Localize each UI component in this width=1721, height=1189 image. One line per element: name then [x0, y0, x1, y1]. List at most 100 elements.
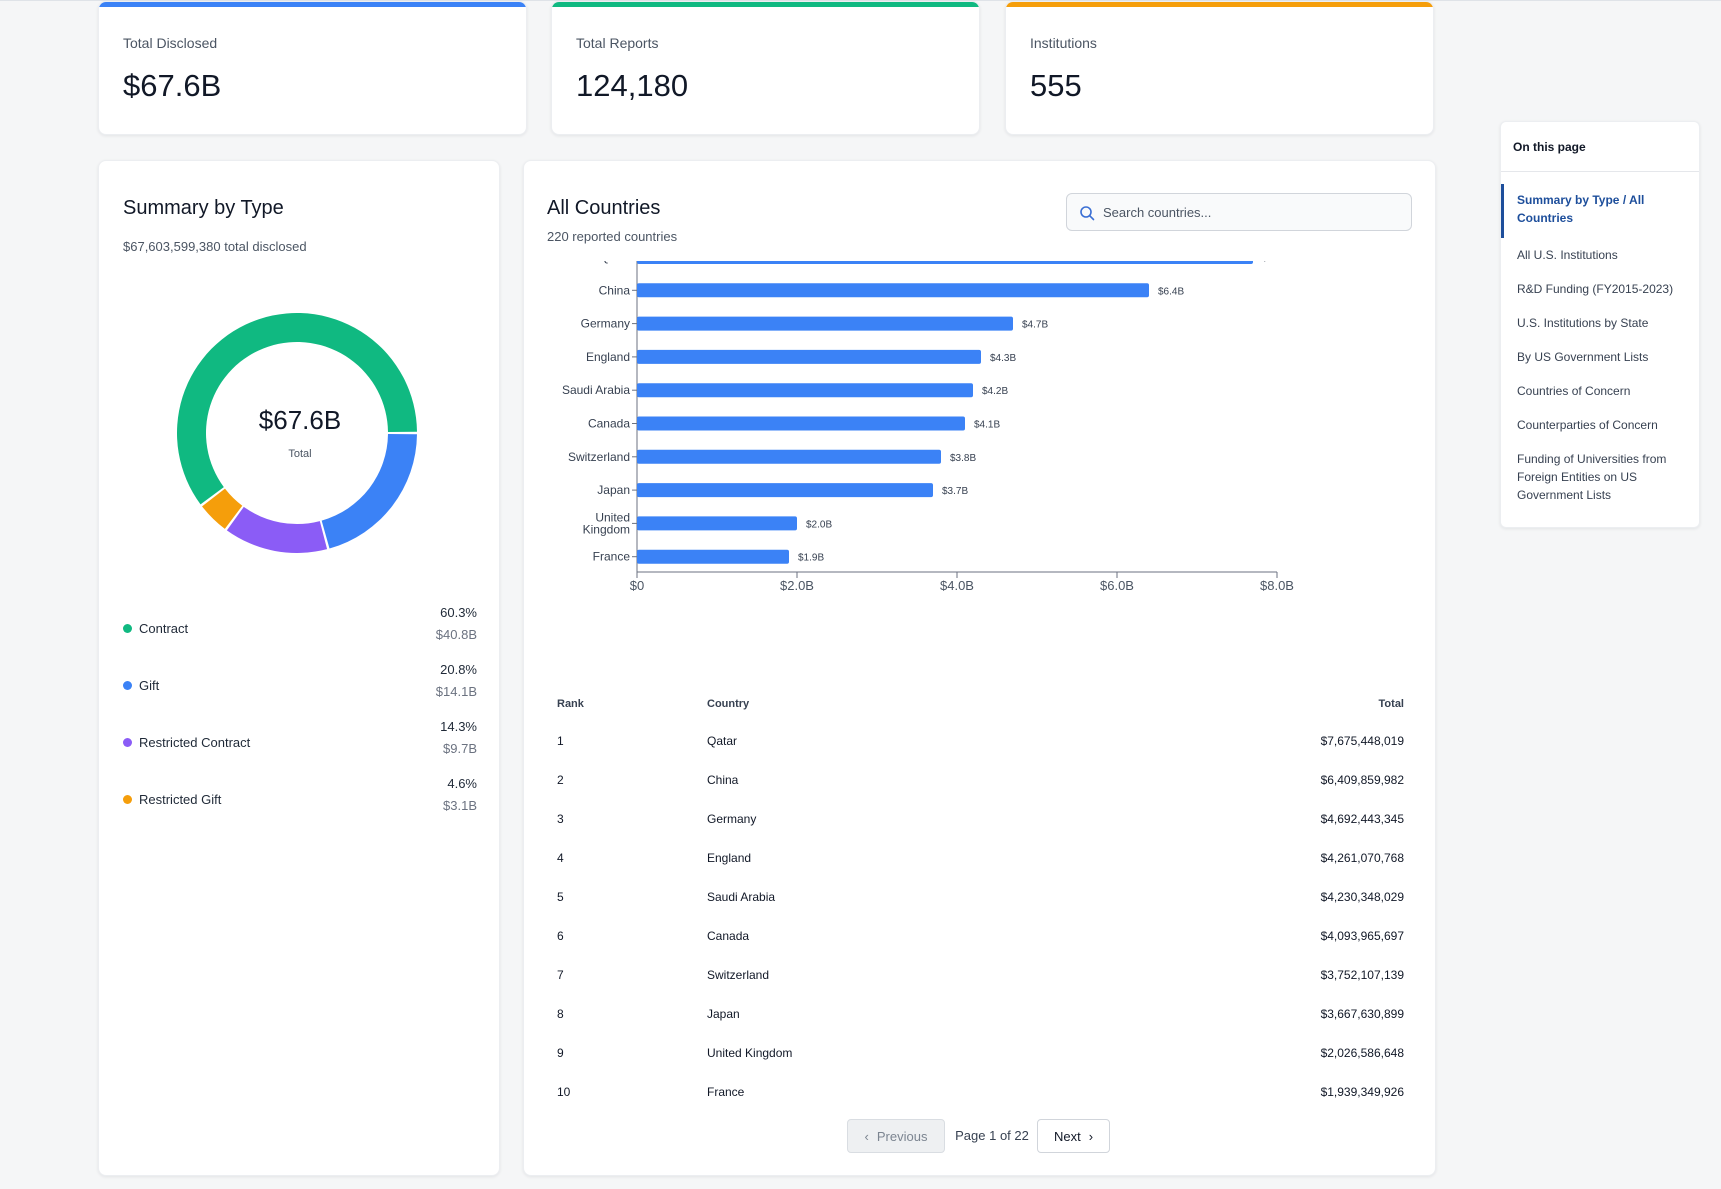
- type-donut-chart: [177, 313, 417, 553]
- toc-title: On this page: [1513, 140, 1586, 154]
- donut-slice-gift[interactable]: [321, 433, 417, 549]
- stat-label: Institutions: [1030, 35, 1097, 51]
- legend-percent: 20.8%: [440, 662, 477, 677]
- legend-name: Gift: [139, 678, 160, 693]
- legend-item-contract[interactable]: Contract 60.3% $40.8B: [123, 605, 477, 651]
- cell-rank: 8: [557, 1006, 564, 1021]
- donut-slice-restricted-gift[interactable]: [202, 488, 243, 529]
- toc-item-government-lists[interactable]: By US Government Lists: [1517, 350, 1649, 364]
- bar-value-label: $3.7B: [942, 486, 968, 497]
- cell-total: $1,939,349,926: [1320, 1084, 1404, 1099]
- chevron-right-icon: ›: [1088, 1128, 1094, 1144]
- cell-country: Switzerland: [707, 967, 770, 982]
- bar-france: [637, 549, 789, 564]
- col-total-header[interactable]: Total: [1378, 698, 1404, 710]
- category-label: United: [595, 510, 630, 524]
- bar-japan: [637, 483, 933, 498]
- cell-rank: 5: [557, 889, 564, 904]
- stat-card-institutions: Institutions 555: [1005, 1, 1434, 135]
- category-label: France: [593, 550, 631, 564]
- table-row[interactable]: 8 Japan $3,667,630,899: [547, 994, 1414, 1033]
- country-search[interactable]: [1066, 193, 1412, 231]
- cell-total: $4,692,443,345: [1320, 811, 1404, 826]
- previous-button[interactable]: ‹ Previous: [847, 1119, 945, 1153]
- cell-country: Germany: [707, 811, 757, 826]
- table-row[interactable]: 5 Saudi Arabia $4,230,348,029: [547, 877, 1414, 916]
- cell-rank: 3: [557, 811, 564, 826]
- cell-country: France: [707, 1084, 745, 1099]
- table-row[interactable]: 7 Switzerland $3,752,107,139: [547, 955, 1414, 994]
- bar-value-label: $1.9B: [798, 553, 824, 564]
- bar-value-label: $4.2B: [982, 386, 1008, 397]
- toc-item-summary-by-type[interactable]: Summary by Type / All Countries: [1517, 193, 1645, 225]
- col-country-header[interactable]: Country: [707, 698, 750, 710]
- table-row[interactable]: 3 Germany $4,692,443,345: [547, 799, 1414, 838]
- category-label: Kingdom: [583, 522, 630, 536]
- x-tick-label: $0: [630, 578, 644, 593]
- cell-rank: 6: [557, 928, 564, 943]
- legend-item-restricted-gift[interactable]: Restricted Gift 4.6% $3.1B: [123, 776, 477, 822]
- table-row[interactable]: 1 Qatar $7,675,448,019: [547, 721, 1414, 760]
- legend-name: Restricted Contract: [139, 735, 251, 750]
- countries-title: All Countries: [547, 197, 661, 219]
- bar-value-label: $7.7B: [1262, 261, 1288, 264]
- x-tick-label: $4.0B: [940, 578, 974, 593]
- next-label: Next: [1053, 1128, 1081, 1144]
- toc-item-institutions-by-state[interactable]: U.S. Institutions by State: [1517, 316, 1649, 330]
- countries-bar-chart: $7.7B Qatar $6.4B China $4.7B Germany $4.3B Eng…: [562, 261, 1294, 593]
- legend-item-gift[interactable]: Gift 20.8% $14.1B: [123, 662, 477, 708]
- table-row[interactable]: 10 France $1,939,349,926: [547, 1072, 1414, 1111]
- legend-amount: $9.7B: [443, 741, 477, 756]
- next-button[interactable]: Next ›: [1037, 1119, 1110, 1153]
- category-label: Japan: [597, 483, 630, 497]
- table-row[interactable]: 6 Canada $4,093,965,697: [547, 916, 1414, 955]
- legend-name: Restricted Gift: [139, 792, 222, 807]
- stat-card-total-reports: Total Reports 124,180: [551, 1, 980, 135]
- bar-china: [637, 283, 1149, 298]
- search-icon: [1080, 206, 1095, 221]
- cell-rank: 7: [557, 967, 564, 982]
- category-label: China: [599, 283, 631, 297]
- bar-value-label: $3.8B: [950, 453, 976, 464]
- category-label: Switzerland: [568, 450, 630, 464]
- stat-card-total-disclosed: Total Disclosed $67.6B: [98, 1, 527, 135]
- category-label: England: [586, 350, 630, 364]
- cell-country: Canada: [707, 928, 750, 943]
- bar-canada: [637, 416, 965, 431]
- toc-item-counterparties-of-concern[interactable]: Counterparties of Concern: [1517, 418, 1658, 432]
- category-label: Qatar: [600, 261, 630, 264]
- search-input[interactable]: [1103, 194, 1403, 230]
- toc-item-all-us-institutions[interactable]: All U.S. Institutions: [1517, 248, 1618, 262]
- cell-total: $2,026,586,648: [1320, 1045, 1404, 1060]
- stat-accent-bar: [1006, 2, 1433, 7]
- cell-country: Qatar: [707, 733, 738, 748]
- chevron-left-icon: ‹: [864, 1128, 869, 1144]
- cell-rank: 2: [557, 772, 564, 787]
- cell-country: China: [707, 772, 739, 787]
- cell-country: Japan: [707, 1006, 740, 1021]
- cell-total: $3,667,630,899: [1320, 1006, 1404, 1021]
- col-rank-header[interactable]: Rank: [557, 698, 584, 710]
- table-row[interactable]: 2 China $6,409,859,982: [547, 760, 1414, 799]
- table-row[interactable]: 9 United Kingdom $2,026,586,648: [547, 1033, 1414, 1072]
- bar-value-label: $4.7B: [1022, 320, 1048, 331]
- cell-rank: 1: [557, 733, 564, 748]
- legend-item-restricted-contract[interactable]: Restricted Contract 14.3% $9.7B: [123, 719, 477, 765]
- bar-value-label: $4.3B: [990, 353, 1016, 364]
- x-tick-label: $8.0B: [1260, 578, 1294, 593]
- toc-item-countries-of-concern[interactable]: Countries of Concern: [1517, 384, 1631, 398]
- summary-subtitle: $67,603,599,380 total disclosed: [123, 239, 307, 254]
- donut-slice-restricted-contract[interactable]: [226, 506, 328, 553]
- table-row[interactable]: 4 England $4,261,070,768: [547, 838, 1414, 877]
- on-this-page-nav: On this page Summary by Type / All Count…: [1500, 121, 1700, 528]
- toc-item-rd-funding[interactable]: R&D Funding (FY2015-2023): [1517, 282, 1674, 296]
- legend-amount: $40.8B: [435, 627, 477, 642]
- donut-slice-contract[interactable]: [177, 313, 417, 505]
- legend-dot: [123, 795, 132, 804]
- stat-accent-bar: [552, 2, 979, 7]
- bar-qatar: [637, 261, 1253, 264]
- x-tick-label: $6.0B: [1100, 578, 1134, 593]
- toc-item-funding-foreign-entities[interactable]: Funding of Universities from Foreign Ent…: [1517, 452, 1667, 502]
- cell-total: $4,093,965,697: [1320, 928, 1404, 943]
- bar-value-label: $4.1B: [974, 420, 1000, 431]
